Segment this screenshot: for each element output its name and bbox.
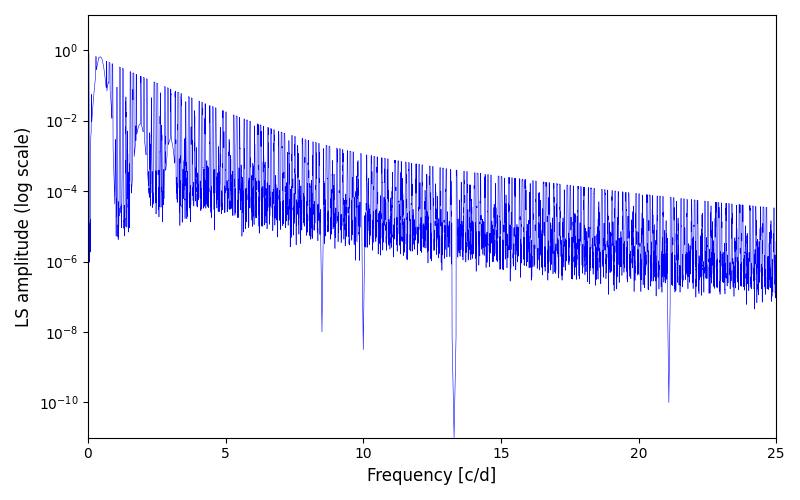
X-axis label: Frequency [c/d]: Frequency [c/d] — [367, 467, 497, 485]
Y-axis label: LS amplitude (log scale): LS amplitude (log scale) — [15, 126, 33, 326]
